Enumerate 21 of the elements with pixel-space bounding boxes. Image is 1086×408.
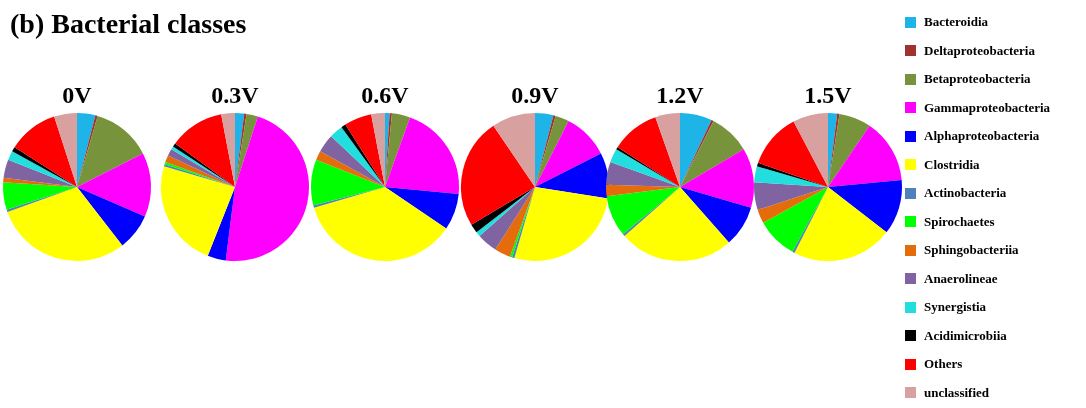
legend-label: Gammaproteobacteria: [924, 99, 1051, 116]
legend-label: Acidimicrobiia: [924, 327, 1007, 344]
chart-title: 1.2V: [655, 81, 705, 110]
chart-title: 0V: [61, 81, 93, 110]
legend-label: Actinobacteria: [924, 185, 1007, 202]
legend-label: Sphingobacteriia: [924, 242, 1019, 259]
chart-title: 0.6V: [360, 81, 410, 110]
legend-label: Clostridia: [924, 156, 980, 173]
chart-title: 0.3V: [210, 81, 260, 110]
text: 1.5V: [803, 81, 853, 110]
legend-label: Deltaproteobacteria: [924, 42, 1035, 59]
legend-label: Synergistia: [924, 299, 987, 316]
legend-label: Alphaproteobacteria: [924, 128, 1040, 145]
legend-label: Others: [924, 356, 963, 373]
legend-label: Anaerolineae: [924, 270, 998, 287]
chart-title: 0.9V: [510, 81, 560, 110]
legend-label: Bacteroidia: [924, 14, 989, 31]
legend-label: Betaproteobacteria: [924, 71, 1031, 88]
legend-label: Spirochaetes: [924, 213, 995, 230]
legend-label: unclassified: [924, 384, 990, 401]
text: (b) Bacterial classes: [10, 8, 247, 40]
